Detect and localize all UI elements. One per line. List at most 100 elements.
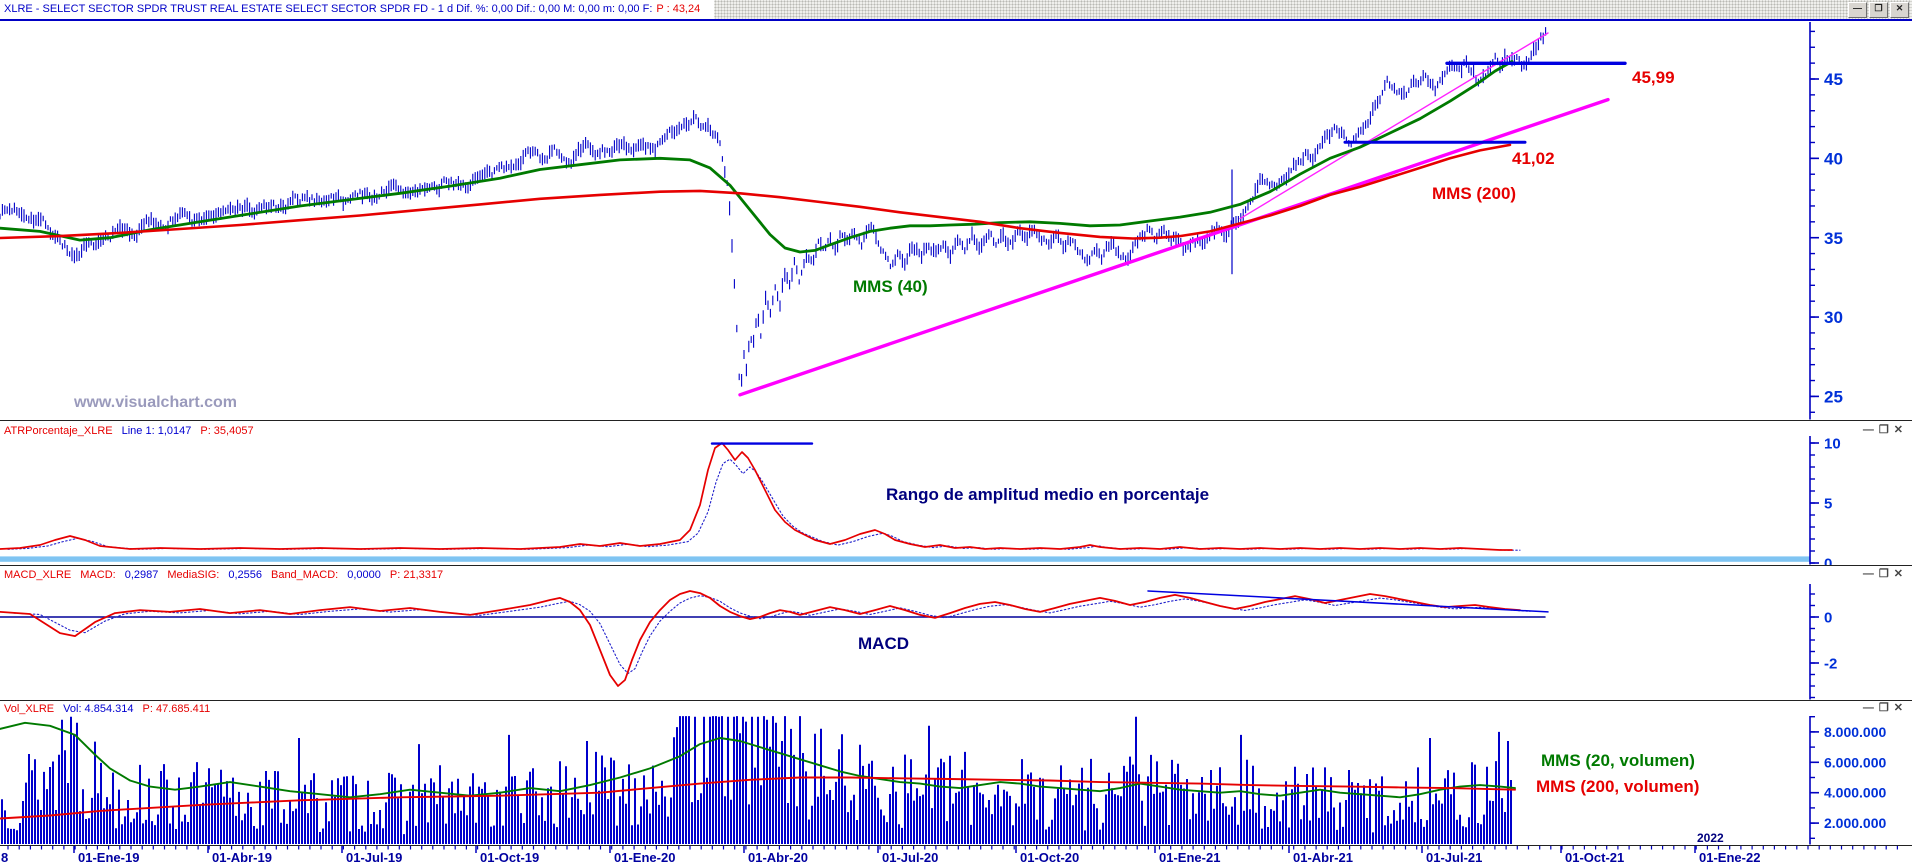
atr-chart-canvas[interactable]: 10 5 0	[0, 421, 1912, 565]
close-button[interactable]: ✕	[1893, 424, 1903, 436]
atr-panel-header: ATRPorcentaje_XLRE Line 1: 1,0147 P: 35,40…	[4, 425, 263, 437]
macd-y-axis-label: 0	[1824, 609, 1832, 626]
date-label: 01-Oct-19	[480, 850, 539, 865]
series-mms-200-	[0, 143, 1512, 240]
price-y-axis-label: 25	[1824, 388, 1843, 407]
macd-signal-dotted	[9, 595, 1531, 675]
atr-y-axis-label: 0	[1824, 555, 1832, 565]
date-label: 01-Abr-19	[212, 850, 272, 865]
volume-header-segment: Vol_XLRE	[4, 703, 55, 715]
date-label: 01-Ene-19	[78, 850, 139, 865]
chart-title-segment: XLRE - SELECT SECTOR SPDR TRUST REAL EST…	[4, 3, 653, 15]
panel-divider[interactable]	[0, 565, 1912, 566]
macd-header-segment: Band_MACD:	[270, 569, 339, 581]
window-title-bar[interactable]: XLRE - SELECT SECTOR SPDR TRUST REAL EST…	[0, 0, 1912, 22]
macd-header-segment: MACD_XLRE	[4, 569, 72, 581]
close-button[interactable]: ✕	[1893, 702, 1903, 714]
date-label: 01-Jul-21	[1426, 850, 1482, 865]
price-y-axis-label: 35	[1824, 229, 1843, 248]
date-label: 01-Abr-20	[748, 850, 808, 865]
level-45-99: 45,99	[1632, 68, 1675, 87]
date-label: 01-Ene-21	[1159, 850, 1220, 865]
atr-header-segment: P: 35,4057	[200, 425, 254, 437]
atr-y-axis-label: 5	[1824, 495, 1832, 512]
price-y-axis-label: 40	[1824, 149, 1843, 168]
date-label-partial: 8	[1, 850, 8, 865]
panel-divider[interactable]	[0, 700, 1912, 701]
watermark: www.visualchart.com	[74, 394, 238, 411]
macd-y-axis-label: -2	[1824, 655, 1837, 672]
panel-divider[interactable]	[0, 420, 1912, 421]
macd-header-segment: 0,2987	[124, 569, 159, 581]
mms200-label: MMS (200)	[1432, 184, 1517, 203]
date-label: 01-Ene-20	[614, 850, 675, 865]
vol-y-axis-label: 2.000.000	[1824, 815, 1886, 831]
vol-mms200-label: MMS (200, volumen)	[1536, 777, 1700, 796]
chart-title: XLRE - SELECT SECTOR SPDR TRUST REAL EST…	[0, 0, 715, 22]
macd-window-controls: — ❐ ✕	[1858, 567, 1903, 580]
maximize-button[interactable]: ❐	[1878, 702, 1889, 714]
date-label: 01-Ene-22	[1699, 850, 1760, 865]
series-mms-40-	[0, 60, 1514, 254]
vol-y-axis-label: 8.000.000	[1824, 724, 1886, 740]
date-minor-ticks	[7, 845, 1898, 850]
date-label: 01-Abr-21	[1293, 850, 1353, 865]
date-label: 01-Oct-20	[1020, 850, 1079, 865]
macd-trend-segment	[1147, 590, 1549, 613]
mms40-label: MMS (40)	[853, 277, 928, 296]
atr-signal-dotted	[7, 458, 1521, 551]
price-series	[0, 27, 1547, 387]
macd-header-segment: 0,0000	[347, 569, 381, 581]
macd-header-segment: P: 21,3317	[389, 569, 444, 581]
volume-window-controls: — ❐ ✕	[1858, 701, 1903, 714]
macd-line	[0, 590, 1521, 687]
atr-zero-band	[0, 556, 1810, 562]
series-trendline	[738, 97, 1610, 397]
series-mms-20-volumen-	[0, 721, 1516, 799]
macd-label: MACD	[858, 634, 909, 653]
minimize-button[interactable]: —	[1862, 568, 1874, 580]
panel-divider	[0, 845, 1912, 846]
price-y-axis-label: 45	[1824, 70, 1843, 89]
level-41-02: 41,02	[1512, 149, 1555, 168]
window-controls: — ❐ ✕	[1848, 2, 1909, 18]
price-y-axis-label: 30	[1824, 308, 1843, 327]
title-separator	[0, 19, 1912, 21]
date-label: 01-Jul-20	[882, 850, 938, 865]
year-marker: 2022	[1697, 831, 1724, 845]
macd-panel-header: MACD_XLRE MACD: 0,2987 MediaSIG: 0,2556 Band_…	[4, 569, 452, 581]
maximize-button[interactable]: ❐	[1869, 2, 1888, 18]
close-button[interactable]: ✕	[1890, 2, 1909, 18]
volume-chart-canvas[interactable]: 8.000.000 6.000.000 4.000.000 2.000.000	[0, 701, 1912, 845]
date-label: 01-Jul-19	[346, 850, 402, 865]
macd-header-segment: MediaSIG:	[167, 569, 220, 581]
chart-title-segment: P : 43,24	[656, 3, 701, 15]
maximize-button[interactable]: ❐	[1878, 424, 1889, 436]
atr-header-segment: ATRPorcentaje_XLRE	[4, 425, 113, 437]
macd-chart-canvas[interactable]: 0 -2	[0, 566, 1912, 700]
minimize-button[interactable]: —	[1862, 702, 1874, 714]
maximize-button[interactable]: ❐	[1878, 568, 1889, 580]
volume-bars	[1, 716, 1512, 844]
volume-header-segment: P: 47.685.411	[142, 703, 211, 715]
atr-window-controls: — ❐ ✕	[1858, 423, 1903, 436]
date-label: 01-Oct-21	[1565, 850, 1624, 865]
date-axis[interactable]: 01-Ene-19 01-Abr-19 01-Jul-19 01-Oct-19 01-E…	[0, 845, 1912, 867]
volume-panel-header: Vol_XLRE Vol: 4.854.314 P: 47.685.411	[4, 703, 219, 715]
vol-mms20-label: MMS (20, volumen)	[1541, 751, 1695, 770]
volume-header-segment: Vol: 4.854.314	[63, 703, 134, 715]
atr-y-axis-label: 10	[1824, 435, 1841, 452]
minimize-button[interactable]: —	[1848, 2, 1867, 18]
macd-header-segment: MACD:	[80, 569, 116, 581]
atr-line	[0, 442, 1513, 551]
atr-header-segment: Line 1: 1,0147	[121, 425, 192, 437]
minimize-button[interactable]: —	[1862, 424, 1874, 436]
macd-header-segment: 0,2556	[228, 569, 262, 581]
close-button[interactable]: ✕	[1893, 568, 1903, 580]
price-chart-canvas[interactable]: 45 40 35 30 25	[0, 21, 1912, 420]
vol-y-axis-label: 4.000.000	[1824, 785, 1886, 801]
vol-y-axis-label: 6.000.000	[1824, 754, 1886, 770]
atr-label: Rango de amplitud medio en porcentaje	[886, 485, 1210, 504]
series-mms-200-volumen-	[0, 776, 1516, 820]
